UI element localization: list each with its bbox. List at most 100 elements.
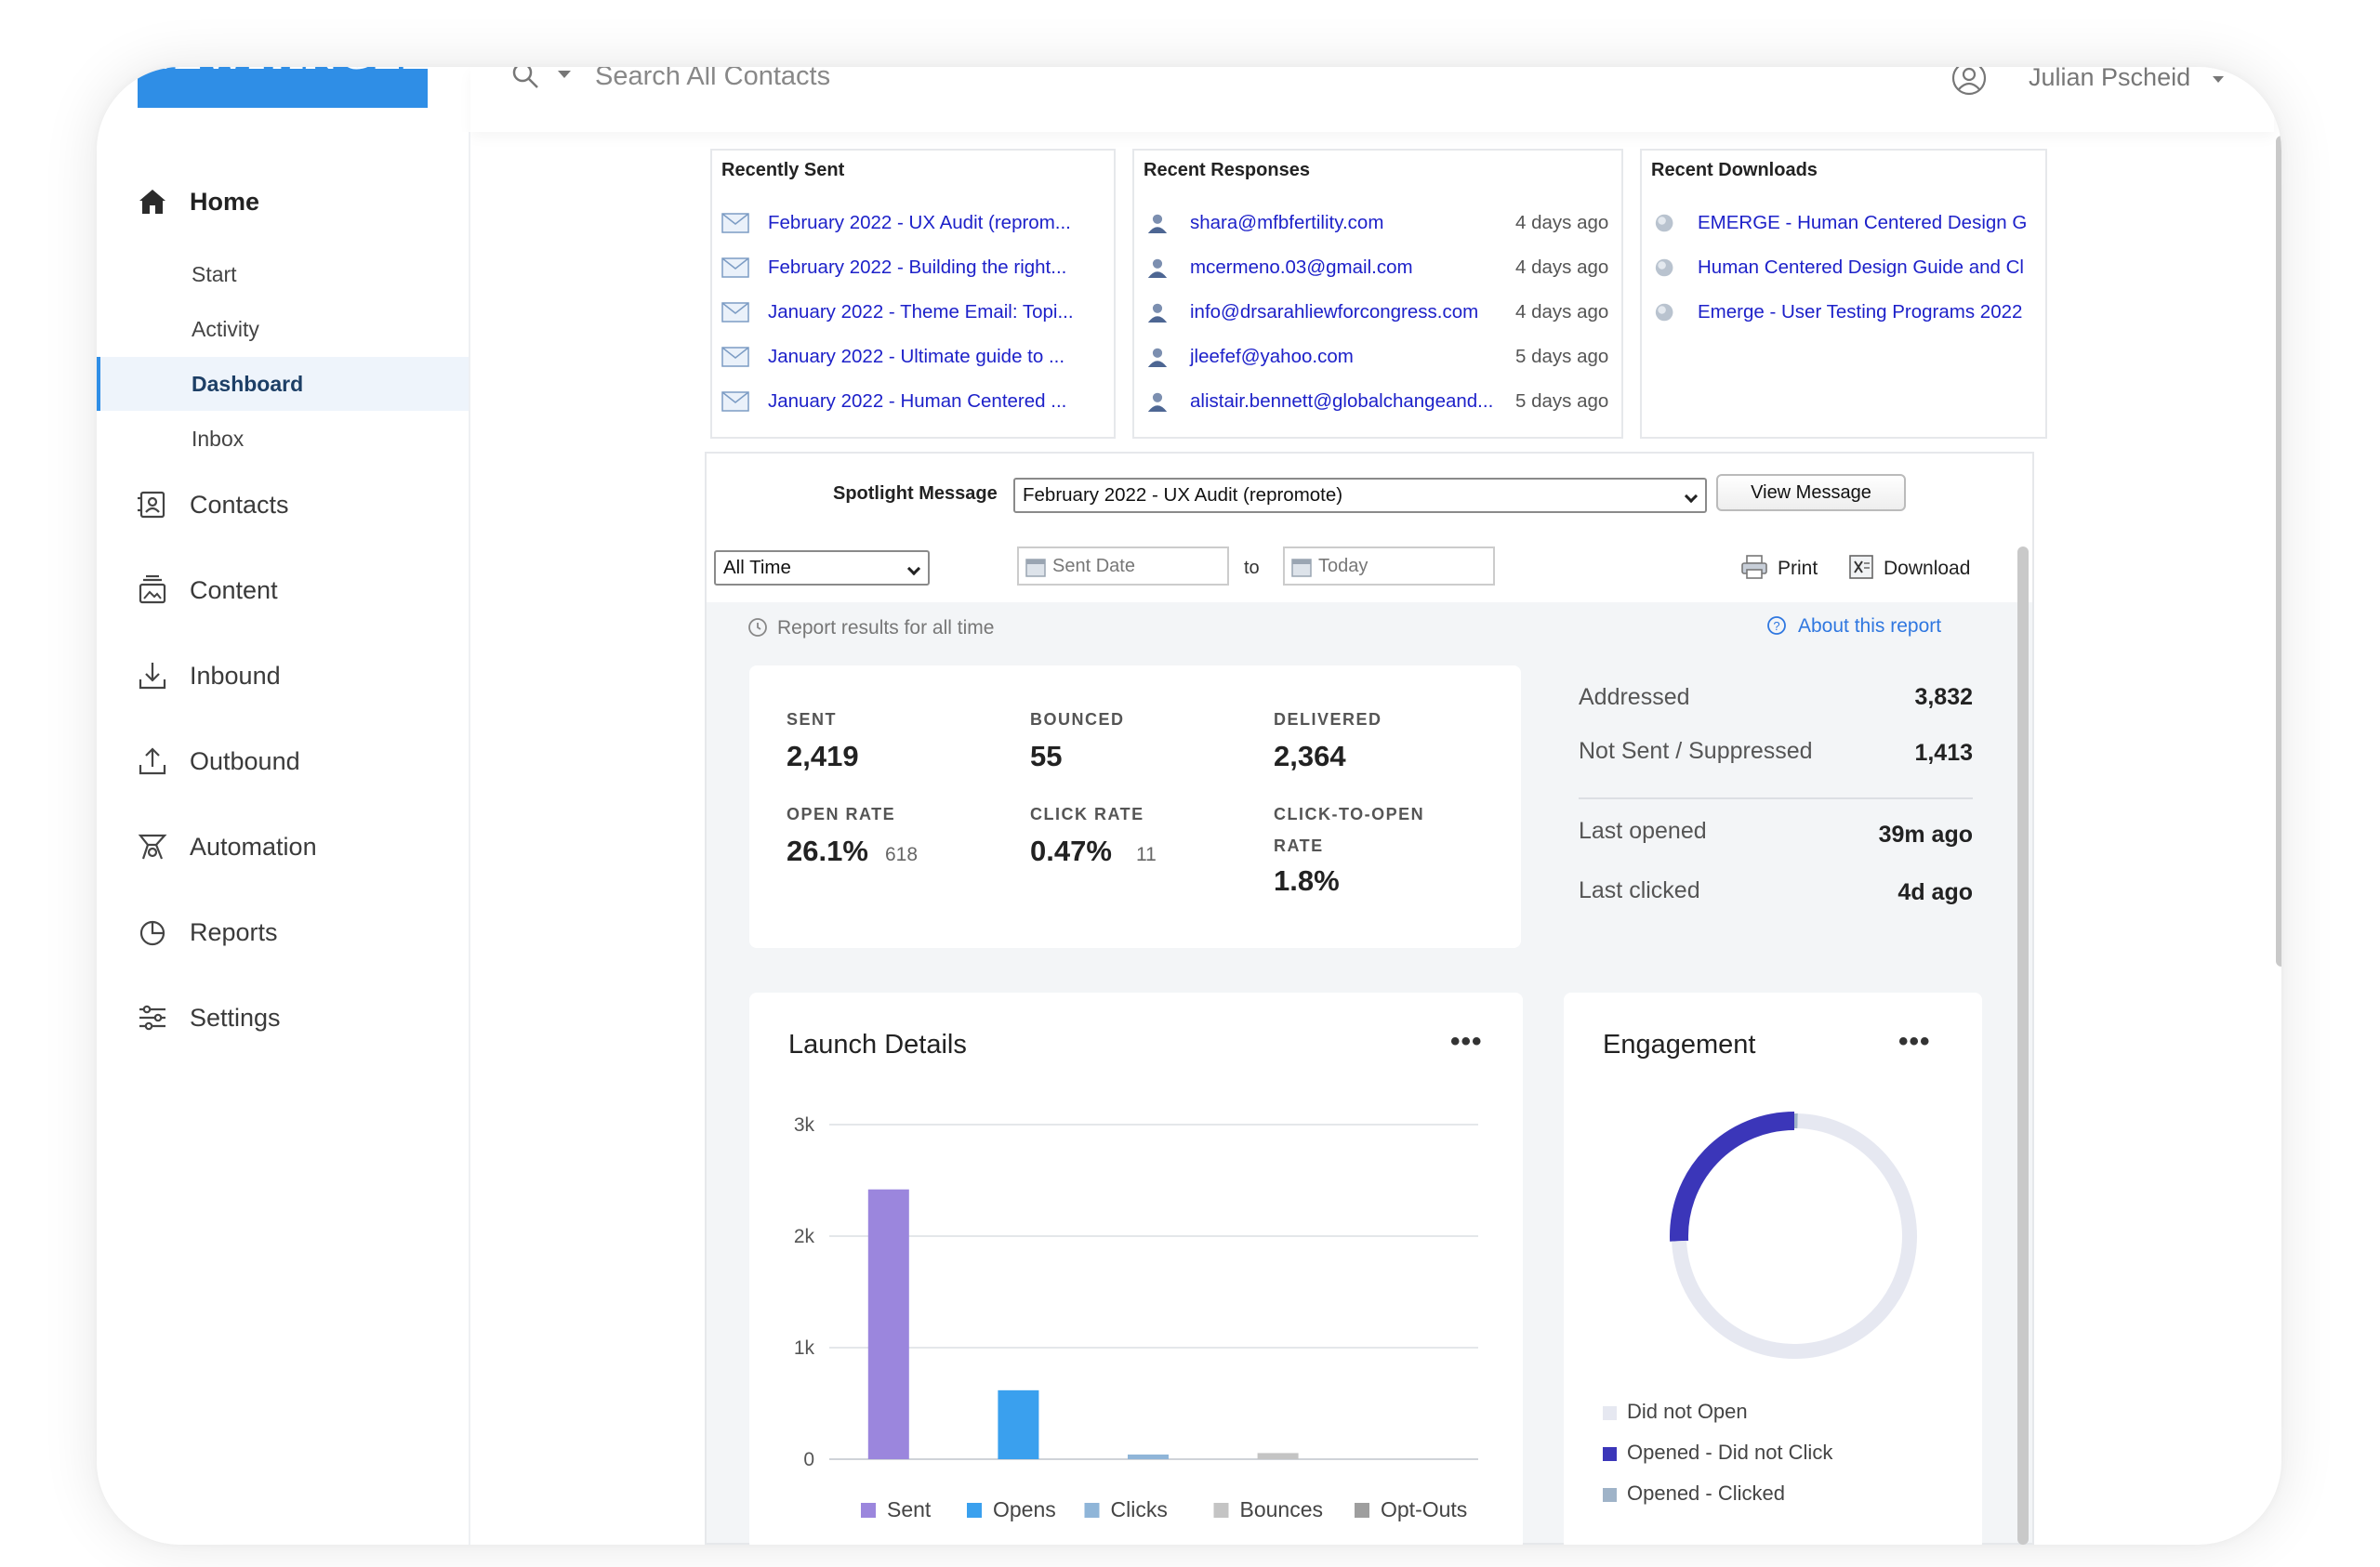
settings-sliders-icon: [139, 1005, 165, 1031]
response-email-link[interactable]: jleefef@yahoo.com: [1190, 346, 1354, 367]
envelope-icon: [721, 257, 749, 278]
user-avatar-icon[interactable]: [1950, 67, 1988, 97]
legend-label[interactable]: Clicks: [1111, 1497, 1168, 1521]
sidebar-item-label: Inbound: [190, 661, 281, 690]
list-item[interactable]: alistair.bennett@globalchangeand... 5 da…: [1144, 388, 1618, 416]
donut-slice-0[interactable]: [1672, 1113, 1917, 1359]
list-item[interactable]: EMERGE - Human Centered Design G: [1651, 210, 2042, 238]
response-email-link[interactable]: shara@mfbfertility.com: [1190, 212, 1384, 233]
engagement-more-icon[interactable]: •••: [1898, 1026, 1931, 1057]
bar-opens[interactable]: [998, 1389, 1039, 1459]
launch-details-more-icon[interactable]: •••: [1450, 1026, 1483, 1057]
list-item[interactable]: Emerge - User Testing Programs 2022: [1651, 299, 2042, 327]
report-scrollbar[interactable]: [2017, 546, 2029, 1545]
legend-swatch: [1213, 1503, 1229, 1518]
time-range-select[interactable]: All Time: [714, 550, 930, 586]
legend-label: Opened - Did not Click: [1627, 1441, 1833, 1464]
spotlight-label: Spotlight Message: [833, 483, 998, 504]
print-label: Print: [1778, 558, 1818, 579]
chevron-down-icon: [1684, 489, 1699, 504]
download-link[interactable]: Human Centered Design Guide and Cl: [1698, 257, 2024, 278]
list-item[interactable]: January 2022 - Ultimate guide to ...: [721, 344, 1112, 372]
legend-label[interactable]: Opens: [993, 1497, 1056, 1521]
list-item[interactable]: February 2022 - Building the right...: [721, 255, 1112, 283]
sent-message-link[interactable]: February 2022 - Building the right...: [768, 257, 1067, 278]
spotlight-header: Spotlight Message February 2022 - UX Aud…: [707, 454, 2032, 543]
bounced-label: BOUNCED: [1030, 710, 1125, 729]
response-email-link[interactable]: mcermeno.03@gmail.com: [1190, 257, 1413, 278]
open-rate-value: 26.1%: [787, 835, 868, 867]
to-date-input[interactable]: Today: [1283, 546, 1495, 586]
last-clicked-value: 4d ago: [1897, 879, 1973, 905]
bar-clicks[interactable]: [1128, 1455, 1169, 1459]
legend-label[interactable]: Opt-Outs: [1381, 1497, 1467, 1521]
sidebar-item-label: Content: [190, 575, 278, 604]
about-report-link[interactable]: About this report: [1798, 615, 1942, 637]
legend-label[interactable]: Bounces: [1240, 1497, 1324, 1521]
legend-swatch: [1603, 1488, 1617, 1502]
legend-swatch: [1603, 1447, 1617, 1461]
bar-sent[interactable]: [867, 1189, 909, 1459]
sidebar-subitem-dashboard[interactable]: Dashboard: [97, 357, 469, 411]
response-time: 4 days ago: [1515, 257, 1609, 278]
help-circle-icon[interactable]: ?: [1766, 615, 1787, 636]
clock-icon: [748, 618, 767, 637]
response-time: 4 days ago: [1515, 301, 1609, 323]
response-email-link[interactable]: alistair.bennett@globalchangeand...: [1190, 390, 1494, 412]
inbound-icon: [139, 663, 166, 690]
sidebar-subitem-inbox[interactable]: Inbox: [97, 412, 469, 466]
response-email-link[interactable]: info@drsarahliewforcongress.com: [1190, 301, 1479, 323]
sidebar-subitem-start[interactable]: Start: [97, 247, 469, 301]
recent-responses-title: Recent Responses: [1144, 160, 1310, 180]
list-item[interactable]: shara@mfbfertility.com 4 days ago: [1144, 210, 1618, 238]
contacts-icon: [138, 491, 165, 519]
y-tick-label: 3k: [794, 1114, 815, 1136]
to-date-placeholder: Today: [1318, 556, 1368, 576]
list-item[interactable]: February 2022 - UX Audit (reprom...: [721, 210, 1112, 238]
search-icon[interactable]: [511, 67, 539, 89]
legend-label: Did not Open: [1627, 1400, 1748, 1423]
sent-date-input[interactable]: Sent Date: [1017, 546, 1229, 586]
list-item[interactable]: info@drsarahliewforcongress.com 4 days a…: [1144, 299, 1618, 327]
envelope-icon: [721, 391, 749, 412]
launch-details-title: Launch Details: [788, 1030, 967, 1060]
response-time: 5 days ago: [1515, 390, 1609, 412]
stats-card: [749, 665, 1521, 948]
bar-bounces[interactable]: [1257, 1453, 1299, 1459]
sent-message-link[interactable]: January 2022 - Ultimate guide to ...: [768, 346, 1065, 367]
engagement-title: Engagement: [1603, 1030, 1756, 1060]
not-sent-value: 1,413: [1914, 740, 1973, 766]
user-name[interactable]: Julian Pscheid: [2029, 67, 2191, 91]
list-item[interactable]: jleefef@yahoo.com 5 days ago: [1144, 344, 1618, 372]
view-message-button[interactable]: View Message: [1716, 474, 1906, 511]
recently-sent-panel: Recently Sent February 2022 - UX Audit (…: [710, 149, 1116, 439]
list-item[interactable]: Human Centered Design Guide and Cl: [1651, 255, 2042, 283]
summary-divider: [1579, 797, 1973, 799]
sent-message-link[interactable]: January 2022 - Theme Email: Topi...: [768, 301, 1074, 323]
download-link[interactable]: EMERGE - Human Centered Design G: [1698, 212, 2028, 233]
home-icon: [139, 190, 165, 214]
user-menu-caret-icon[interactable]: [2213, 76, 2224, 83]
sidebar-subitem-label: Start: [192, 262, 237, 286]
search-input[interactable]: [595, 67, 1246, 95]
app-window: Julian Pscheid Home Start Activity Dashb…: [97, 67, 2281, 1545]
list-item[interactable]: January 2022 - Human Centered ...: [721, 388, 1112, 416]
page-scrollbar[interactable]: [2276, 136, 2281, 967]
download-link[interactable]: Emerge - User Testing Programs 2022: [1698, 301, 2023, 323]
sent-message-link[interactable]: February 2022 - UX Audit (reprom...: [768, 212, 1071, 233]
envelope-icon: [721, 302, 749, 323]
spotlight-message-select[interactable]: February 2022 - UX Audit (repromote): [1013, 478, 1707, 513]
list-item[interactable]: January 2022 - Theme Email: Topi...: [721, 299, 1112, 327]
reports-pie-icon: [139, 920, 165, 946]
bounced-value: 55: [1030, 740, 1063, 772]
legend-label[interactable]: Sent: [887, 1497, 932, 1521]
person-icon: [1147, 392, 1168, 412]
sent-message-link[interactable]: January 2022 - Human Centered ...: [768, 390, 1067, 412]
search-scope-caret-icon[interactable]: [558, 71, 571, 78]
list-item[interactable]: mcermeno.03@gmail.com 4 days ago: [1144, 255, 1618, 283]
sidebar-subitem-activity[interactable]: Activity: [97, 302, 469, 356]
recent-downloads-title: Recent Downloads: [1651, 160, 1818, 180]
newfangled-logo[interactable]: NEWFANGLED: [138, 67, 428, 108]
donut-slice-1[interactable]: [1670, 1112, 1795, 1242]
sent-label: SENT: [787, 710, 838, 729]
